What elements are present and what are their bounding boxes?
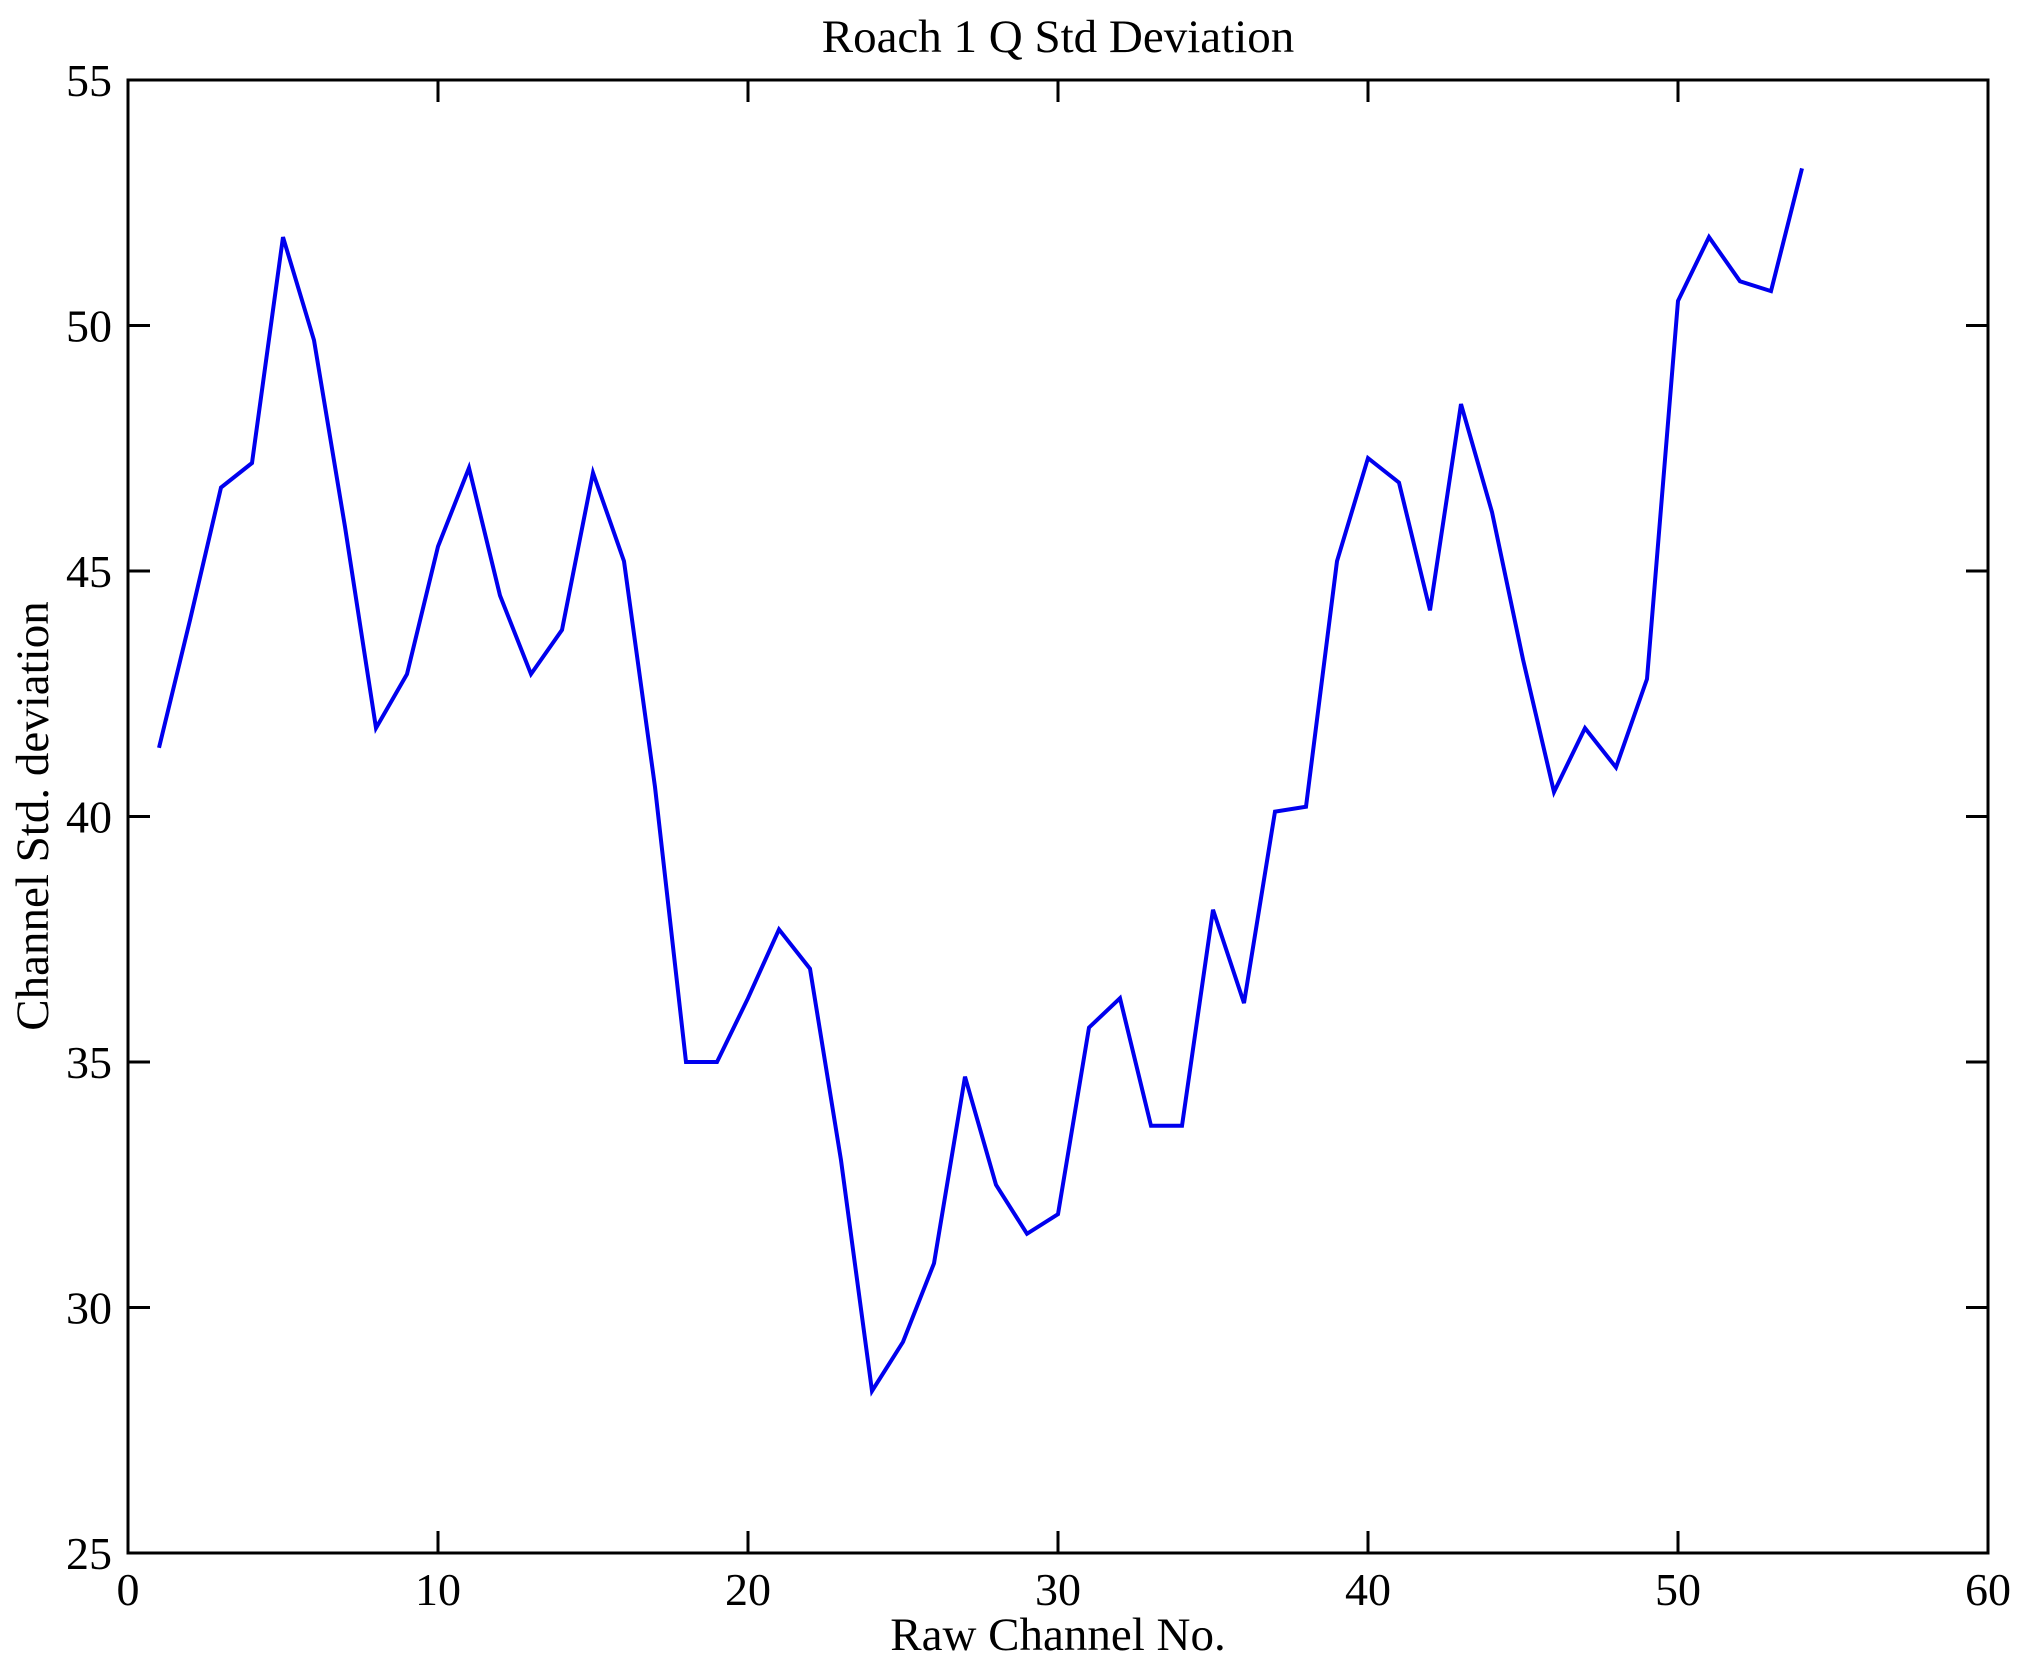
y-axis-ticks — [128, 78, 1988, 1555]
x-axis-tick-labels: 0 10 20 30 40 50 60 — [117, 1564, 2012, 1615]
x-tick-label: 60 — [1965, 1564, 2011, 1615]
y-axis-label: Channel Std. deviation — [7, 601, 59, 1030]
y-tick-label: 30 — [66, 1283, 112, 1334]
x-axis-ticks — [126, 80, 1990, 1553]
y-tick-label: 45 — [66, 546, 112, 597]
plot-border — [126, 78, 1990, 1555]
chart-title: Roach 1 Q Std Deviation — [822, 11, 1295, 63]
x-tick-label: 0 — [117, 1564, 140, 1615]
y-tick-label: 25 — [66, 1528, 112, 1579]
y-tick-label: 40 — [66, 792, 112, 843]
x-tick-label: 20 — [725, 1564, 771, 1615]
y-axis-tick-labels: 25 30 35 40 45 50 55 — [66, 55, 112, 1579]
x-tick-label: 30 — [1035, 1564, 1081, 1615]
data-line — [157, 167, 1804, 1397]
y-tick-label: 50 — [66, 301, 112, 352]
x-tick-label: 40 — [1345, 1564, 1391, 1615]
x-axis-label: Raw Channel No. — [890, 1609, 1225, 1661]
y-tick-label: 55 — [66, 55, 112, 106]
x-tick-label: 50 — [1655, 1564, 1701, 1615]
y-tick-label: 35 — [66, 1037, 112, 1088]
x-tick-label: 10 — [415, 1564, 461, 1615]
